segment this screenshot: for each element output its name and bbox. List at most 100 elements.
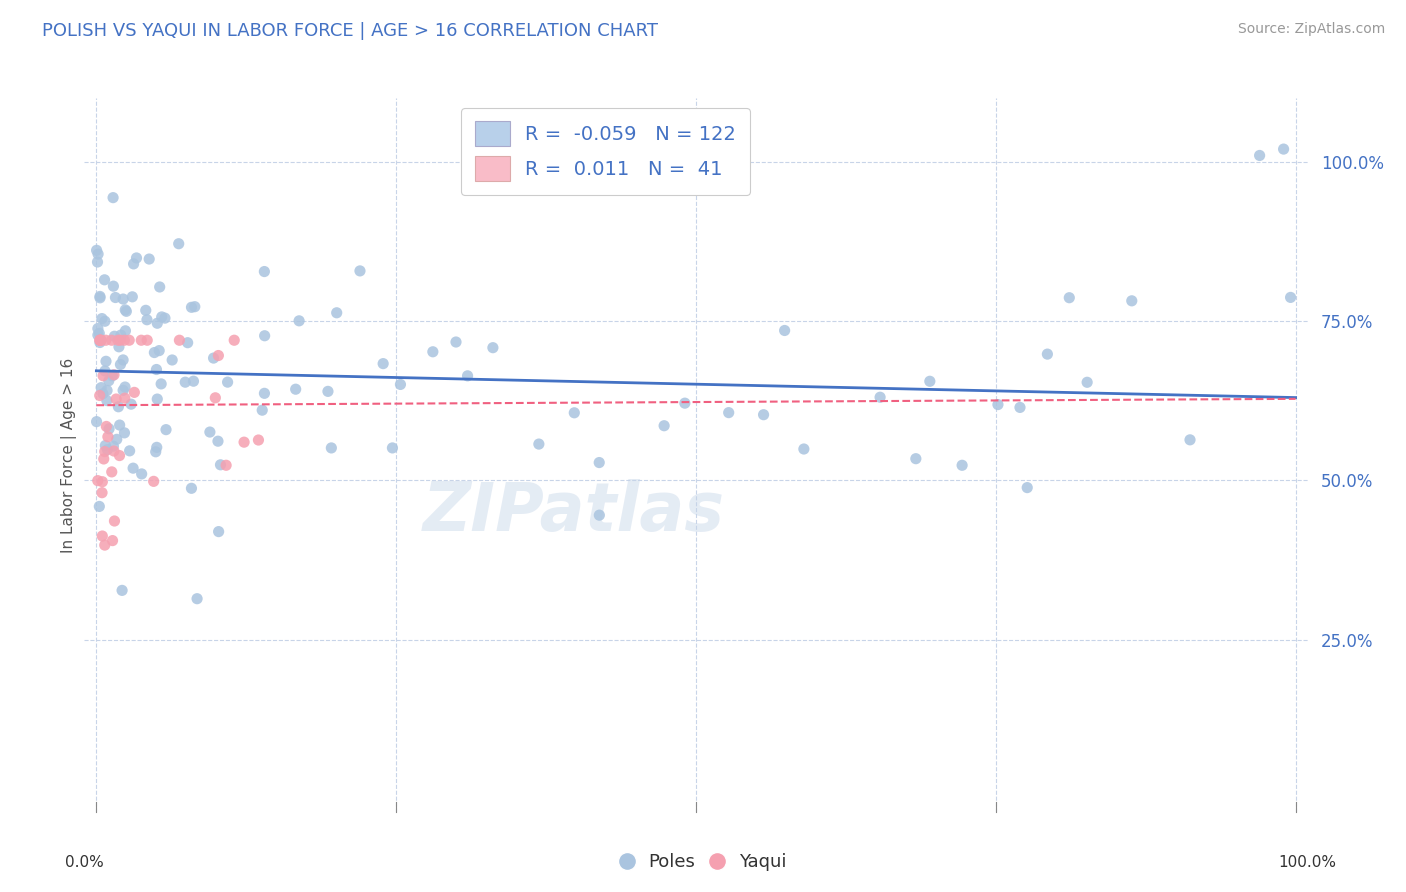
Point [122, 461, 145, 475]
Point [588, 456, 610, 470]
Text: POLISH VS YAQUI IN LABOR FORCE | AGE > 16 CORRELATION CHART: POLISH VS YAQUI IN LABOR FORCE | AGE > 1… [42, 22, 658, 40]
Point [482, 341, 505, 355]
Point [93, 452, 115, 467]
Point [155, 423, 177, 437]
Point [115, 304, 138, 318]
Point [527, 437, 550, 451]
Point [87, 328, 110, 343]
Point [150, 310, 173, 324]
Point [673, 396, 696, 410]
Point [110, 328, 132, 343]
Point [183, 374, 205, 388]
Point [101, 533, 124, 548]
Point [97, 430, 120, 444]
Point [1272, 142, 1295, 156]
Point [114, 380, 136, 394]
Point [118, 443, 141, 458]
Point [146, 316, 169, 330]
Point [107, 333, 129, 347]
Point [89, 326, 111, 341]
Point [316, 384, 339, 399]
Point [198, 425, 221, 439]
Point [215, 458, 238, 473]
Point [125, 251, 148, 265]
Point [94, 314, 117, 328]
Point [422, 344, 444, 359]
Point [101, 191, 124, 205]
Point [96, 384, 118, 398]
Point [124, 385, 146, 400]
Point [96, 393, 118, 408]
Point [86, 255, 108, 269]
Point [89, 333, 111, 347]
Point [169, 333, 191, 347]
Point [110, 358, 132, 372]
Point [562, 406, 585, 420]
Point [773, 324, 796, 338]
Point [108, 340, 131, 354]
Point [160, 353, 183, 368]
Point [112, 384, 135, 398]
Point [112, 352, 135, 367]
Point [114, 302, 136, 317]
Point [91, 485, 114, 500]
Point [91, 529, 114, 543]
Point [180, 301, 202, 315]
Point [148, 343, 170, 358]
Point [86, 244, 108, 258]
Point [150, 376, 173, 391]
Point [247, 433, 270, 447]
Point [321, 441, 343, 455]
Point [1178, 433, 1201, 447]
Point [1279, 290, 1302, 304]
Point [167, 236, 190, 251]
Point [153, 311, 176, 326]
Point [444, 334, 467, 349]
Point [94, 438, 117, 452]
Point [112, 333, 135, 347]
Point [103, 279, 125, 293]
Point [103, 439, 125, 453]
Point [111, 583, 134, 598]
Legend: Poles, Yaqui: Poles, Yaqui [613, 847, 793, 879]
Point [93, 273, 115, 287]
Point [1121, 293, 1143, 308]
Point [207, 349, 229, 363]
Point [904, 451, 927, 466]
Point [103, 368, 125, 382]
Point [288, 314, 311, 328]
Point [136, 312, 159, 326]
Point [180, 481, 202, 495]
Point [118, 333, 141, 347]
Point [89, 500, 111, 514]
Point [207, 434, 229, 449]
Point [89, 333, 111, 347]
Point [89, 291, 111, 305]
Point [90, 333, 112, 347]
Point [87, 247, 110, 261]
Point [252, 403, 274, 417]
Point [105, 392, 128, 406]
Point [217, 375, 239, 389]
Point [184, 300, 207, 314]
Point [135, 303, 157, 318]
Legend: R =  -0.059   N = 122, R =  0.011   N =  41: R = -0.059 N = 122, R = 0.011 N = 41 [461, 108, 749, 194]
Point [100, 333, 122, 347]
Text: Source: ZipAtlas.com: Source: ZipAtlas.com [1237, 22, 1385, 37]
Point [325, 306, 347, 320]
Point [105, 433, 128, 447]
Point [1036, 347, 1059, 361]
Point [176, 335, 198, 350]
Point [224, 333, 246, 347]
Point [93, 444, 115, 458]
Point [91, 311, 114, 326]
Point [209, 458, 232, 472]
Point [869, 390, 891, 404]
Point [145, 362, 167, 376]
Point [752, 408, 775, 422]
Point [114, 391, 136, 405]
Y-axis label: In Labor Force | Age > 16: In Labor Force | Age > 16 [62, 358, 77, 552]
Point [987, 398, 1010, 412]
Point [389, 377, 412, 392]
Point [138, 252, 160, 266]
